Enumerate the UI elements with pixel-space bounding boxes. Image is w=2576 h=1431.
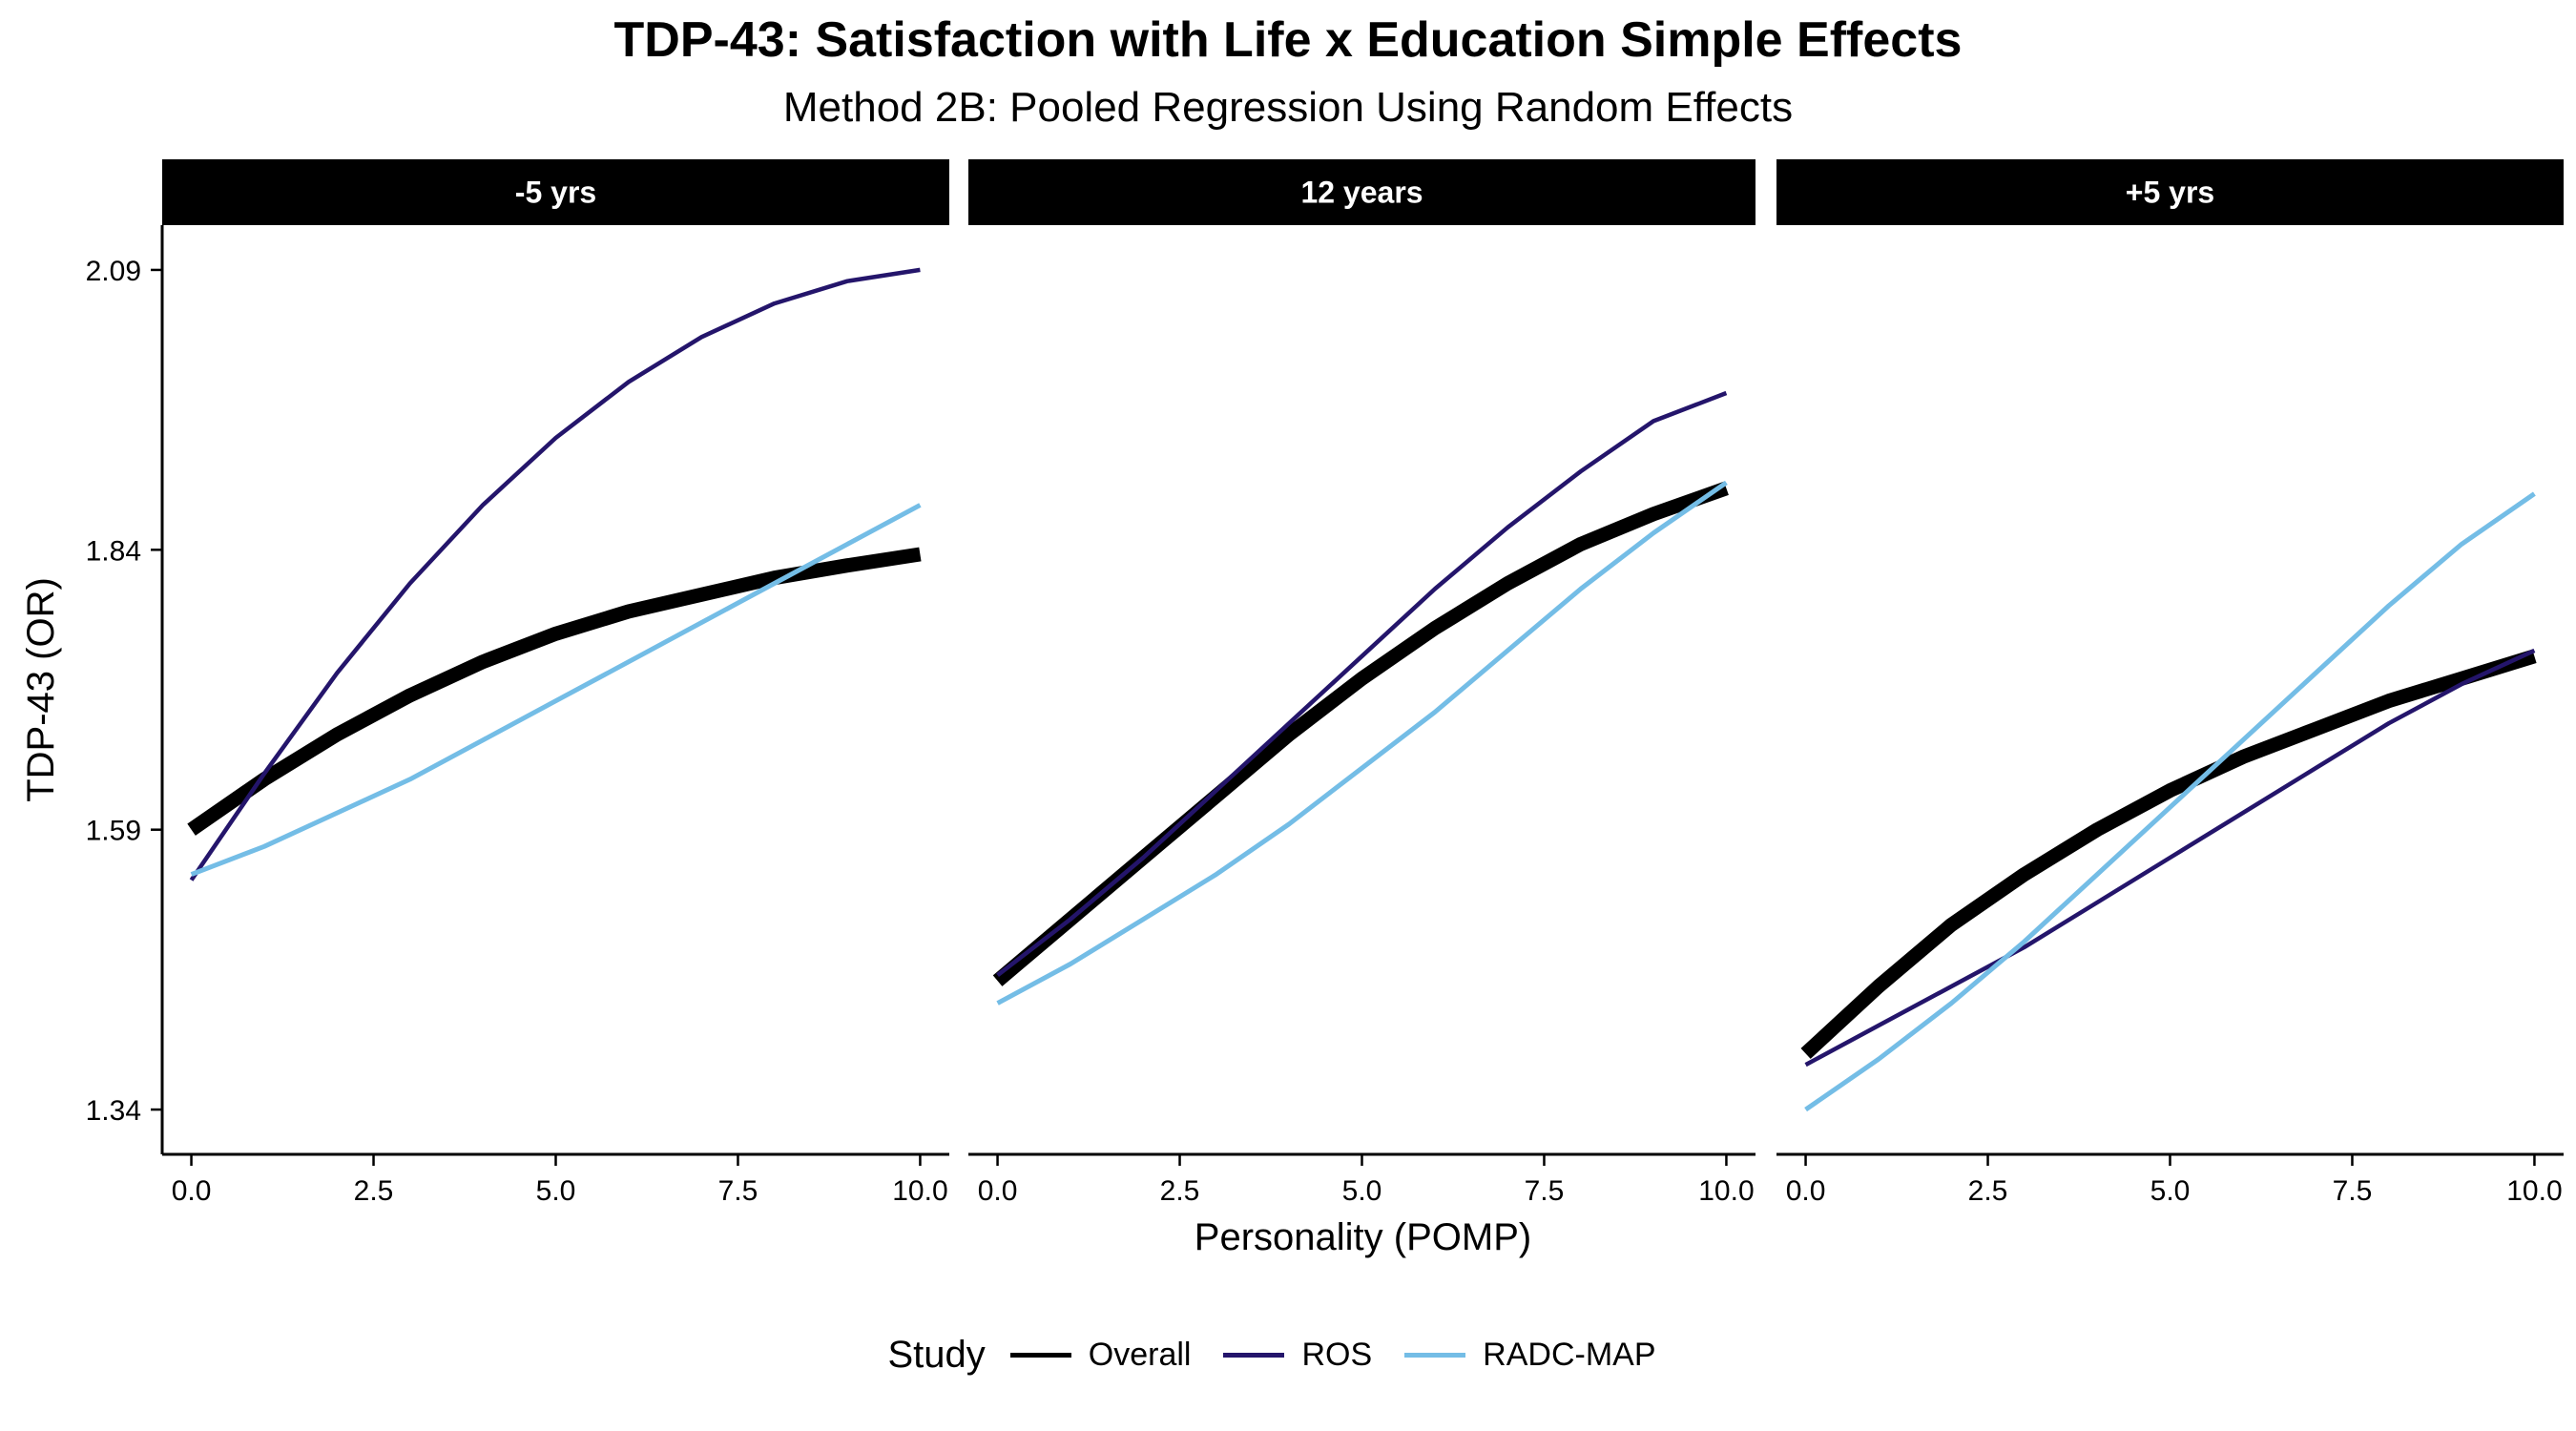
- legend-label-radc-map: RADC-MAP: [1483, 1337, 1656, 1373]
- series-line-overall: [1800, 649, 2537, 1059]
- legend-key-ros: [1223, 1353, 1285, 1358]
- legend-item-radc-map: RADC-MAP: [1404, 1337, 1656, 1374]
- x-tick-label: 5.0: [1342, 1175, 1382, 1207]
- chart-subtitle: Method 2B: Pooled Regression Using Rando…: [782, 84, 1794, 131]
- legend-key-overall: [1009, 1353, 1071, 1358]
- x-tick-label: 5.0: [2150, 1175, 2191, 1207]
- legend-item-ros: ROS: [1223, 1337, 1372, 1374]
- series-line-radc-map: [190, 503, 922, 877]
- series-line-radc-map: [1804, 491, 2536, 1112]
- legend-title: Study: [887, 1334, 986, 1376]
- x-tick-label: 10.0: [892, 1175, 947, 1207]
- legend-item-overall: Overall: [1009, 1337, 1192, 1374]
- x-tick-label: 10.0: [1698, 1175, 1754, 1207]
- legend-label-overall: Overall: [1088, 1337, 1192, 1373]
- y-tick-label: 2.09: [86, 256, 141, 287]
- series-line-radc-map: [996, 480, 1728, 1006]
- x-axis-title: Personality (POMP): [1195, 1216, 1531, 1258]
- series-line-ros: [189, 267, 921, 881]
- series-line-ros: [996, 390, 1728, 977]
- facet-strip: [968, 159, 1755, 225]
- y-axis-title: TDP-43 (OR): [20, 577, 62, 802]
- legend: Study Overall ROS RADC-MAP: [0, 1334, 2576, 1377]
- x-tick-label: 10.0: [2506, 1175, 2562, 1207]
- x-tick-label: 7.5: [1525, 1175, 1565, 1207]
- x-tick-label: 0.0: [1786, 1175, 1826, 1207]
- facet-label: -5 yrs: [515, 176, 596, 210]
- facet-strip: [1776, 159, 2564, 225]
- legend-key-radc-map: [1404, 1353, 1466, 1358]
- chart-title: TDP-43: Satisfaction with Life x Educati…: [613, 12, 1963, 68]
- x-tick-label: 5.0: [536, 1175, 576, 1207]
- x-tick-label: 2.5: [1968, 1175, 2008, 1207]
- x-tick-label: 2.5: [354, 1175, 394, 1207]
- series-line-overall: [187, 547, 922, 836]
- y-tick-label: 1.34: [86, 1095, 141, 1127]
- x-tick-label: 2.5: [1160, 1175, 1200, 1207]
- x-tick-label: 7.5: [2333, 1175, 2373, 1207]
- facet-label: +5 yrs: [2126, 176, 2214, 210]
- x-tick-label: 0.0: [978, 1175, 1018, 1207]
- y-tick-label: 1.84: [86, 535, 141, 567]
- x-tick-label: 0.0: [172, 1175, 212, 1207]
- legend-label-ros: ROS: [1301, 1337, 1373, 1373]
- facet-label: 12 years: [1300, 176, 1423, 210]
- y-tick-label: 1.59: [86, 816, 141, 847]
- x-tick-label: 7.5: [718, 1175, 758, 1207]
- series-line-ros: [1804, 648, 2536, 1068]
- facet-strip: [162, 159, 949, 225]
